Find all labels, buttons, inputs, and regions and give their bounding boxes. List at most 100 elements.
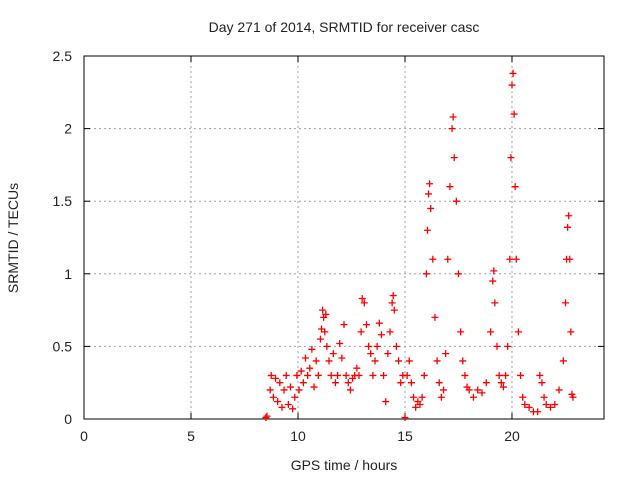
data-point (272, 374, 280, 382)
data-point (478, 389, 486, 397)
data-point (373, 342, 381, 350)
data-point (295, 386, 303, 394)
data-point (301, 354, 309, 362)
data-point (267, 371, 275, 379)
data-point (431, 313, 439, 321)
data-point (344, 379, 352, 387)
data-point (325, 357, 333, 365)
data-point (450, 154, 458, 162)
data-point (525, 403, 533, 411)
data-point (504, 342, 512, 350)
data-point (403, 371, 411, 379)
data-point (448, 125, 456, 133)
data-point (331, 379, 339, 387)
data-point (382, 398, 390, 406)
x-tick-label: 10 (290, 428, 306, 444)
data-point (306, 364, 314, 372)
data-point (384, 350, 392, 358)
data-point (304, 371, 312, 379)
x-tick-label: 15 (397, 428, 413, 444)
data-point (540, 393, 548, 401)
data-point (276, 379, 284, 387)
data-point (342, 371, 350, 379)
data-point (423, 226, 431, 234)
data-point (405, 357, 413, 365)
data-point (362, 321, 370, 329)
data-point (355, 371, 363, 379)
data-point (278, 403, 286, 411)
data-point (490, 267, 498, 275)
data-point (336, 339, 344, 347)
data-point (377, 331, 385, 339)
data-point (482, 379, 490, 387)
data-point (319, 306, 327, 314)
data-point (316, 335, 324, 343)
data-point (422, 270, 430, 278)
data-point (334, 371, 342, 379)
data-point (410, 393, 418, 401)
data-point (509, 69, 517, 77)
data-point (312, 357, 320, 365)
y-axis-label: SRMTID / TECUs (5, 183, 21, 293)
data-point (454, 270, 462, 278)
data-point (469, 393, 477, 401)
data-point (274, 398, 282, 406)
data-point (514, 328, 522, 336)
data-point (465, 386, 473, 394)
data-point (284, 400, 292, 408)
data-point (497, 379, 505, 387)
y-tick-label: 2.5 (53, 48, 73, 64)
data-point (358, 294, 366, 302)
data-point (519, 393, 527, 401)
data-point (371, 357, 379, 365)
data-point (534, 408, 542, 416)
data-point (380, 371, 388, 379)
y-tick-label: 2 (64, 121, 72, 137)
data-point (538, 379, 546, 387)
data-point (308, 345, 316, 353)
data-point (314, 371, 322, 379)
data-point (437, 393, 445, 401)
data-point (407, 379, 415, 387)
data-point (263, 412, 271, 420)
data-point (375, 319, 383, 327)
data-point (511, 183, 519, 191)
data-point (433, 357, 441, 365)
data-point (310, 383, 318, 391)
data-point (569, 393, 577, 401)
data-point (321, 328, 329, 336)
data-point (367, 350, 375, 358)
data-point (442, 350, 450, 358)
data-point (499, 383, 507, 391)
data-point (369, 371, 377, 379)
data-point (287, 383, 295, 391)
data-point (559, 357, 567, 365)
data-point (262, 414, 270, 422)
data-point (506, 255, 514, 263)
data-point (299, 379, 307, 387)
data-point (329, 350, 337, 358)
grid (84, 56, 604, 419)
data-point (291, 393, 299, 401)
data-point (426, 180, 434, 188)
data-point (390, 306, 398, 314)
x-axis-label: GPS time / hours (291, 457, 398, 473)
data-point (280, 386, 288, 394)
data-point (322, 310, 330, 318)
data-point (459, 357, 467, 365)
data-point (429, 255, 437, 263)
data-point (457, 328, 465, 336)
data-point (397, 379, 405, 387)
data-point (564, 223, 572, 231)
y-tick-label: 1 (64, 266, 72, 282)
data-point (449, 113, 457, 121)
data-point (508, 81, 516, 89)
data-point (389, 292, 397, 300)
data-point (555, 386, 563, 394)
data-point (487, 328, 495, 336)
data-point (512, 255, 520, 263)
data-point (452, 197, 460, 205)
data-point (416, 400, 424, 408)
data-point (521, 400, 529, 408)
